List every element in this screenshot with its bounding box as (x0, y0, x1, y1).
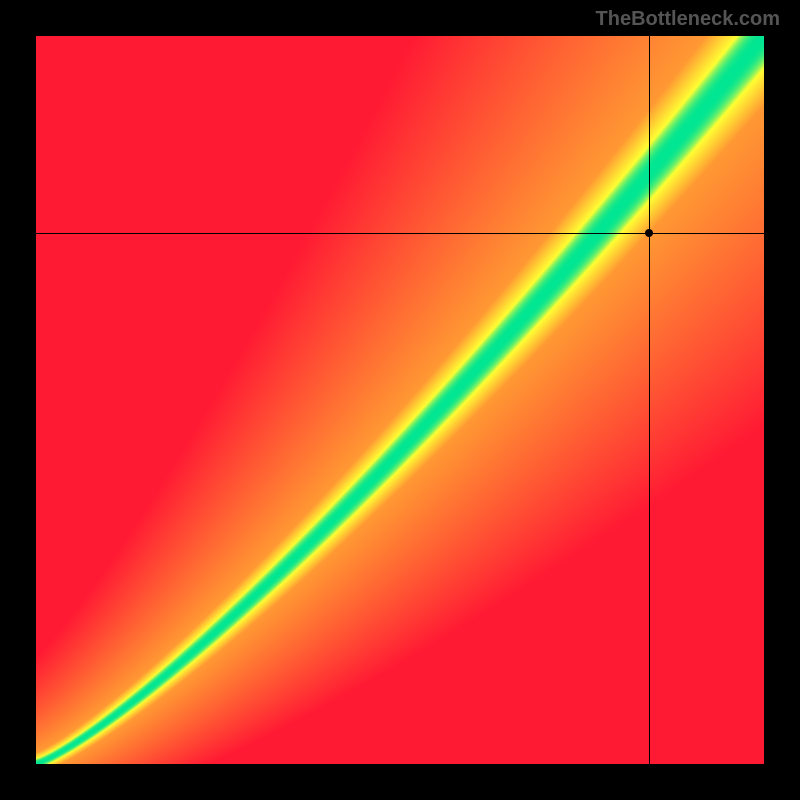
watermark-text: TheBottleneck.com (596, 8, 780, 31)
heatmap-canvas (36, 36, 764, 764)
crosshair-horizontal-line (36, 233, 764, 234)
crosshair-marker-icon (645, 229, 653, 237)
heatmap-plot-area (36, 36, 764, 764)
crosshair-vertical-line (649, 36, 650, 764)
chart-container: TheBottleneck.com (0, 0, 800, 800)
